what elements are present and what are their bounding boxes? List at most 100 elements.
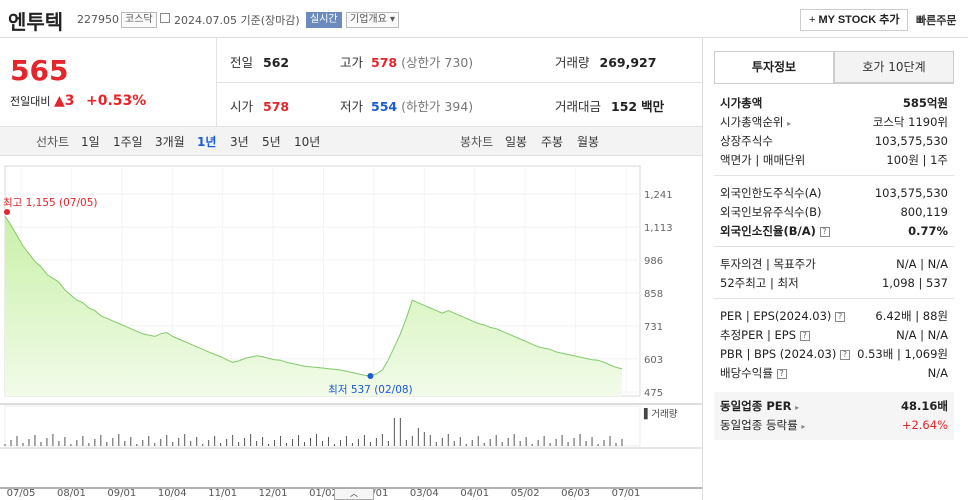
- volume-bar: [286, 443, 288, 446]
- company-info-button[interactable]: 기업개요 ▾: [346, 12, 400, 28]
- volume-bar: [501, 442, 503, 446]
- volume-bar: [190, 441, 192, 446]
- volume-bar: [298, 435, 300, 446]
- volume-bar: [495, 435, 497, 446]
- chart-collapse-button[interactable]: ︿: [334, 488, 374, 500]
- tab-investment-info[interactable]: 투자정보: [714, 51, 834, 83]
- volume-bar: [220, 443, 222, 446]
- price-area: [5, 216, 622, 396]
- help-icon[interactable]: ?: [835, 311, 846, 322]
- volume-bar: [10, 440, 12, 446]
- sector-change-row[interactable]: 동일업종 등락률 ▸ +2.64%: [720, 418, 948, 432]
- volume-bar: [471, 440, 473, 446]
- tab-3y[interactable]: 3년: [230, 135, 249, 149]
- tab-1w[interactable]: 1주일: [113, 135, 143, 149]
- volume-bar: [310, 438, 312, 446]
- volume-bar: [124, 441, 126, 446]
- volume-bar: [232, 435, 234, 446]
- tab-10y[interactable]: 10년: [294, 135, 321, 149]
- volume-bar: [363, 435, 365, 446]
- price-panel: 565 전일대비 ▲3 +0.53% 전일 562 고가 578 (상한가 73…: [0, 38, 702, 126]
- line-chart-label: 선차트: [36, 135, 70, 149]
- trade-amount: 거래대금 152 백만: [555, 99, 665, 114]
- volume-bar: [244, 438, 246, 446]
- volume-bar: [615, 443, 617, 446]
- volume-bar: [4, 444, 6, 446]
- x-tick-label: 06/03: [561, 488, 590, 499]
- header: 엔투텍 227950 코스닥 2024.07.05 기준(장마감) 실시간 기업…: [0, 0, 968, 38]
- x-tick-label: 09/01: [107, 488, 136, 499]
- change-row: 전일대비 ▲3 +0.53%: [10, 93, 146, 109]
- x-tick-label: 07/01: [612, 488, 641, 499]
- volume-bar: [262, 437, 264, 446]
- y-tick-label: 731: [644, 322, 663, 333]
- chevron-up-icon: ︿: [350, 489, 358, 498]
- change-value: 3: [64, 93, 75, 109]
- help-icon[interactable]: ?: [799, 330, 810, 341]
- volume-bar: [411, 436, 413, 446]
- volume-bar: [40, 442, 42, 446]
- high-label: 최고 1,155 (07/05): [3, 197, 98, 209]
- stock-name: 엔투텍: [8, 10, 64, 34]
- volume-bar: [28, 439, 30, 446]
- x-tick-label: 11/01: [208, 488, 237, 499]
- volume-bar: [226, 439, 228, 446]
- volume-bar: [489, 439, 491, 446]
- tab-5y[interactable]: 5년: [262, 135, 281, 149]
- volume-bar: [459, 437, 461, 446]
- quick-order-button[interactable]: 빠른주문: [916, 14, 957, 27]
- volume-bar: [136, 444, 138, 446]
- tab-daily[interactable]: 일봉: [505, 135, 528, 149]
- volume-bar: [603, 440, 605, 446]
- tab-1d[interactable]: 1일: [81, 135, 100, 149]
- volume-bar: [256, 441, 258, 446]
- y-tick-label: 986: [644, 256, 663, 267]
- volume-bar: [423, 432, 425, 446]
- volume-bar: [453, 441, 455, 446]
- tab-orderbook[interactable]: 호가 10단계: [834, 51, 954, 83]
- low-label: 최저 537 (02/08): [328, 384, 413, 396]
- volume-bar: [64, 437, 66, 446]
- volume-bar: [112, 438, 114, 446]
- market-cap-row: 시가총액 585억원: [720, 96, 948, 110]
- volume-bar: [447, 434, 449, 446]
- mystock-add-button[interactable]: + MY STOCK 추가: [800, 9, 909, 31]
- tab-monthly[interactable]: 월봉: [577, 135, 600, 149]
- x-tick-label: 10/04: [158, 488, 187, 499]
- candle-chart-label: 봉차트: [460, 135, 494, 149]
- volume-bar: [417, 428, 419, 446]
- volume-bar: [130, 437, 132, 446]
- volume-bar: [16, 436, 18, 446]
- tab-weekly[interactable]: 주봉: [541, 135, 564, 149]
- volume-bar: [483, 443, 485, 446]
- x-tick-label: 12/01: [259, 488, 288, 499]
- x-tick-label: 04/01: [460, 488, 489, 499]
- foreign-limit-row: 외국인한도주식수(A) 103,575,530: [720, 186, 948, 200]
- per-eps-row: PER | EPS(2024.03) ? 6.42배 | 88원: [720, 309, 948, 323]
- volume-bar: [22, 443, 24, 446]
- volume-bar: [585, 441, 587, 446]
- volume-bar: [333, 444, 335, 446]
- realtime-button[interactable]: 실시간: [306, 12, 342, 28]
- volume-bar: [154, 443, 156, 446]
- tab-3m[interactable]: 3개월: [155, 135, 185, 149]
- volume-bar: [214, 436, 216, 446]
- help-icon[interactable]: ?: [819, 226, 830, 237]
- volume-bar: [399, 418, 401, 446]
- tab-1y[interactable]: 1년: [197, 135, 217, 149]
- pbr-bps-row: PBR | BPS (2024.03) ? 0.53배 | 1,069원: [720, 347, 948, 361]
- dividend-row: 배당수익률 ? N/A: [720, 366, 948, 380]
- foreign-ratio-row: 외국인소진율(B/A) ? 0.77%: [720, 224, 948, 238]
- volume-bar: [76, 440, 78, 446]
- side-panel: [702, 38, 968, 500]
- 52week-row: 52주최고 | 최저 1,098 | 537: [720, 276, 948, 290]
- sector-per-row[interactable]: 동일업종 PER ▸ 48.16배: [720, 399, 948, 413]
- price-chart: 1,241 1,113 986 858 731 603 475 07/05 08/01 09/01…: [0, 165, 702, 499]
- volume-bar: [393, 418, 395, 446]
- volume-bar: [543, 436, 545, 446]
- help-icon[interactable]: ?: [776, 368, 787, 379]
- help-icon[interactable]: ?: [839, 349, 850, 360]
- x-tick-label: 08/01: [57, 488, 86, 499]
- volume-bar: [531, 444, 533, 446]
- volume-bar: [160, 439, 162, 446]
